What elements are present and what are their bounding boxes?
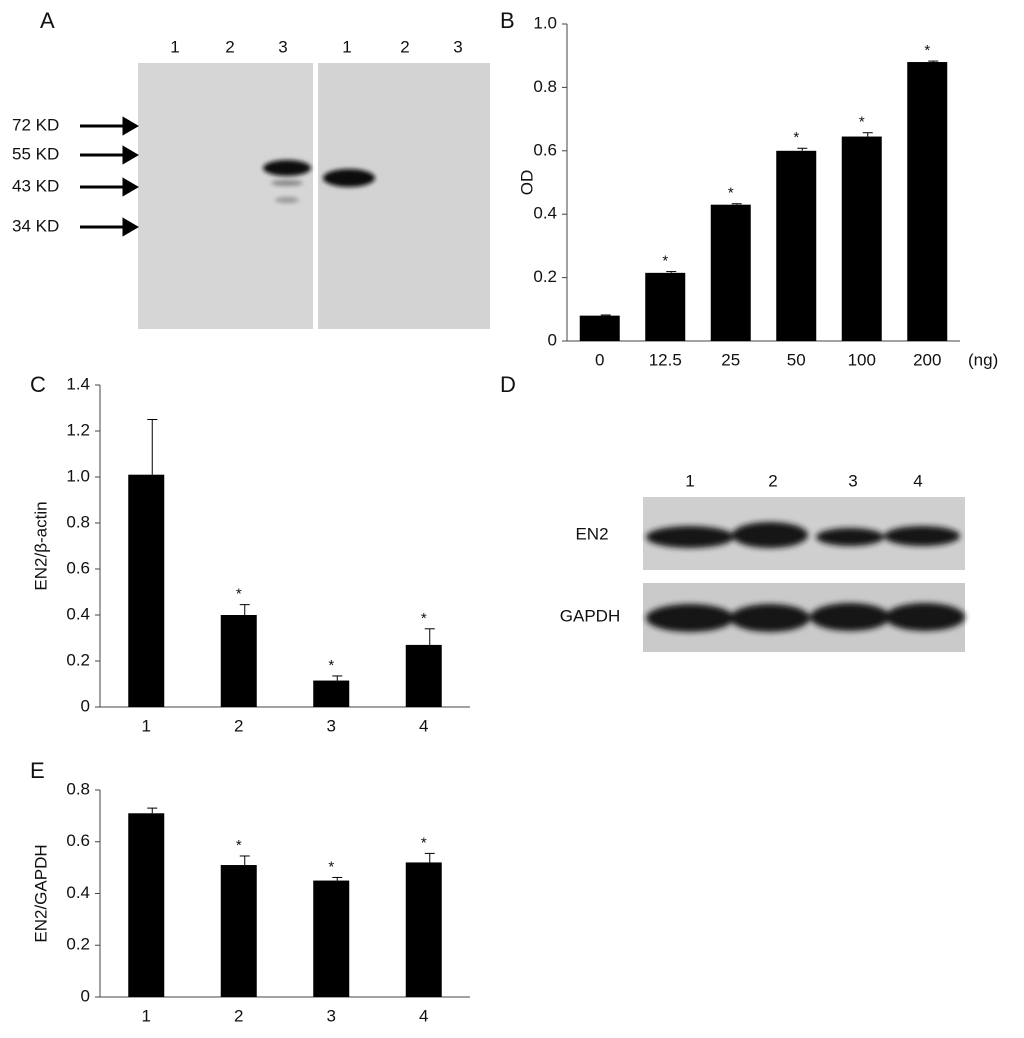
lane-label: 1 [685,471,694,490]
bar [841,136,882,341]
significance-mark: * [728,185,734,202]
lane-label: 3 [848,471,857,490]
band [323,169,375,187]
y-tick-label: 0.8 [533,77,557,96]
y-tick-label: 0.2 [66,935,90,954]
y-tick-label: 0.4 [66,883,90,902]
lane-label: 1 [342,37,351,56]
x-unit-label: (ng) [968,350,998,369]
marker-label: 55 KD [12,144,59,163]
x-tick-label: 0 [595,350,604,369]
lane-label: 1 [170,37,179,56]
significance-mark: * [421,834,427,851]
row-label: EN2 [575,524,608,543]
significance-mark: * [793,129,799,146]
significance-mark: * [421,610,427,627]
marker-arrows [80,116,139,237]
panel-letter: B [500,8,515,33]
y-tick-label: 0.4 [66,604,90,623]
y-tick-label: 0.6 [533,140,557,159]
x-tick-label: 50 [787,350,806,369]
panel-letter: A [40,8,55,33]
x-tick-label: 3 [327,1006,336,1025]
y-tick-label: 0.8 [66,512,90,531]
y-tick-label: 0.8 [66,779,90,798]
marker-label: 43 KD [12,176,59,195]
x-tick-label: 25 [721,350,740,369]
significance-mark: * [924,42,930,59]
gel [138,63,313,329]
x-tick-label: 4 [419,716,428,735]
bar [405,862,442,997]
y-axis-label: EN2/β-actin [31,501,50,590]
significance-mark: * [859,114,865,131]
significance-mark: * [662,253,668,270]
bar [405,644,442,707]
panel-letter: D [500,372,516,397]
panel-letter: C [30,372,46,397]
bar [128,813,165,997]
x-tick-label: 12.5 [649,350,682,369]
bar [579,315,620,341]
y-tick-label: 0.6 [66,558,90,577]
y-tick-label: 1.4 [66,374,90,393]
band [263,160,311,176]
y-tick-label: 1.0 [66,466,90,485]
x-tick-label: 100 [848,350,876,369]
y-axis-label: OD [517,170,536,196]
y-tick-label: 0 [548,330,557,349]
lane-label: 3 [278,37,287,56]
x-tick-label: 1 [142,1006,151,1025]
marker-label: 34 KD [12,216,59,235]
y-tick-label: 0.2 [533,267,557,286]
y-tick-label: 1.0 [533,13,557,32]
significance-mark: * [328,657,334,674]
panel-letter: E [30,758,45,783]
significance-mark: * [328,858,334,875]
bar [645,272,686,341]
band [275,197,299,203]
y-tick-label: 1.2 [66,420,90,439]
y-tick-label: 0.6 [66,831,90,850]
significance-mark: * [236,586,242,603]
row-label: GAPDH [560,606,620,625]
bands [646,522,965,632]
lane-label: 2 [400,37,409,56]
x-tick-label: 200 [913,350,941,369]
bar [128,474,165,707]
x-tick-label: 2 [234,1006,243,1025]
lane-label: 3 [453,37,462,56]
x-tick-label: 2 [234,716,243,735]
bar [220,615,257,707]
x-tick-label: 4 [419,1006,428,1025]
x-tick-label: 1 [142,716,151,735]
y-tick-label: 0 [81,696,90,715]
y-axis-label: EN2/GAPDH [31,844,50,942]
bar [313,880,350,997]
lane-label: 2 [225,37,234,56]
bar [710,204,751,341]
y-tick-label: 0.4 [533,204,557,223]
x-tick-label: 3 [327,716,336,735]
lane-label: 2 [768,471,777,490]
lane-label: 4 [913,471,922,490]
marker-label: 72 KD [12,115,59,134]
bar [907,62,948,341]
significance-mark: * [236,837,242,854]
gel [318,63,490,329]
bar [220,865,257,997]
bar [313,680,350,707]
y-tick-label: 0.2 [66,650,90,669]
y-tick-label: 0 [81,986,90,1005]
bar [776,150,817,341]
band [271,180,303,186]
